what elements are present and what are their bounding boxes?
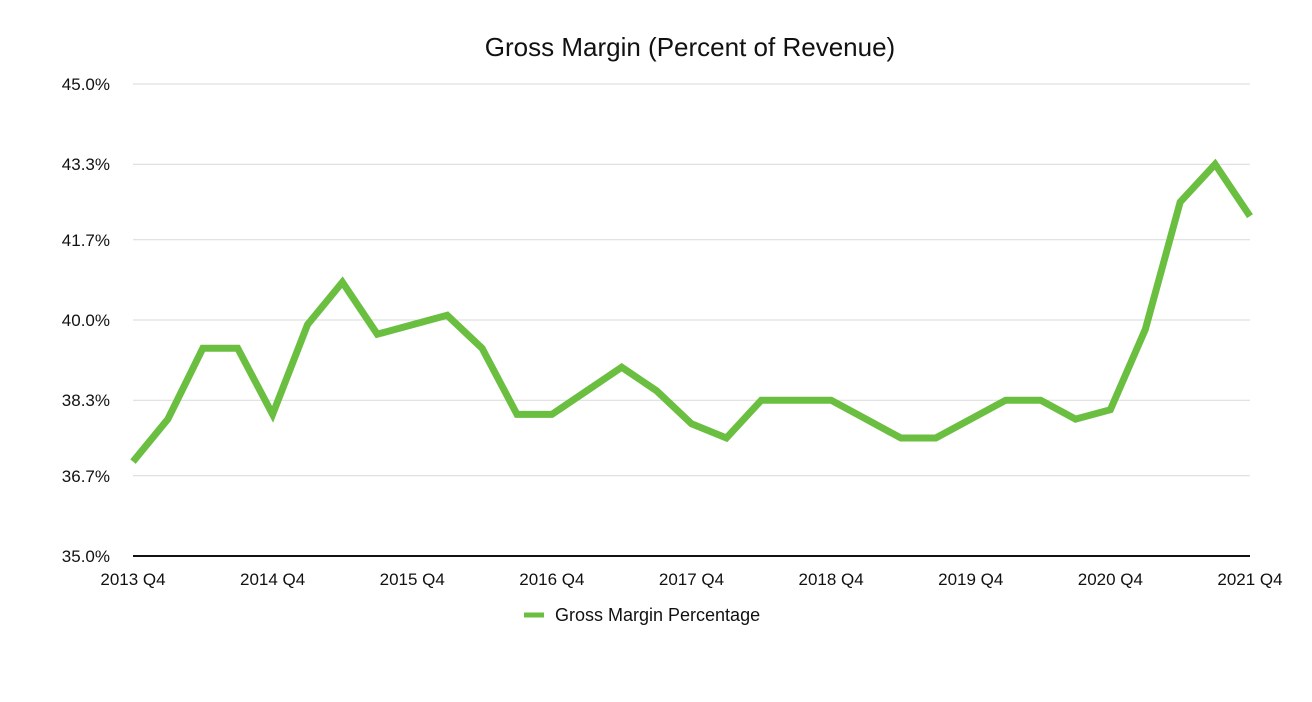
series-line	[130, 158, 1253, 464]
gridlines	[133, 83, 1250, 477]
chart-title: Gross Margin (Percent of Revenue)	[485, 32, 895, 62]
legend: Gross Margin Percentage	[524, 605, 760, 625]
x-tick-label: 2021 Q4	[1217, 570, 1282, 589]
y-axis-tick-labels: 35.0% 36.7% 38.3% 40.0% 41.7% 43.3% 45.0%	[62, 75, 110, 566]
y-tick-label: 38.3%	[62, 391, 110, 410]
series-layer	[130, 158, 1253, 464]
y-tick-label: 43.3%	[62, 155, 110, 174]
y-tick-label: 35.0%	[62, 547, 110, 566]
y-tick-label: 40.0%	[62, 311, 110, 330]
x-tick-label: 2013 Q4	[100, 570, 165, 589]
y-tick-label: 36.7%	[62, 467, 110, 486]
x-tick-label: 2014 Q4	[240, 570, 305, 589]
x-tick-label: 2015 Q4	[380, 570, 445, 589]
x-tick-label: 2020 Q4	[1078, 570, 1143, 589]
x-tick-label: 2017 Q4	[659, 570, 724, 589]
y-tick-label: 45.0%	[62, 75, 110, 94]
y-tick-label: 41.7%	[62, 231, 110, 250]
x-tick-label: 2018 Q4	[799, 570, 864, 589]
legend-label: Gross Margin Percentage	[555, 605, 760, 625]
x-tick-label: 2019 Q4	[938, 570, 1003, 589]
x-axis-tick-labels: 2013 Q4 2014 Q4 2015 Q4 2016 Q4 2017 Q4 2018 …	[100, 570, 1282, 589]
x-tick-label: 2016 Q4	[519, 570, 584, 589]
